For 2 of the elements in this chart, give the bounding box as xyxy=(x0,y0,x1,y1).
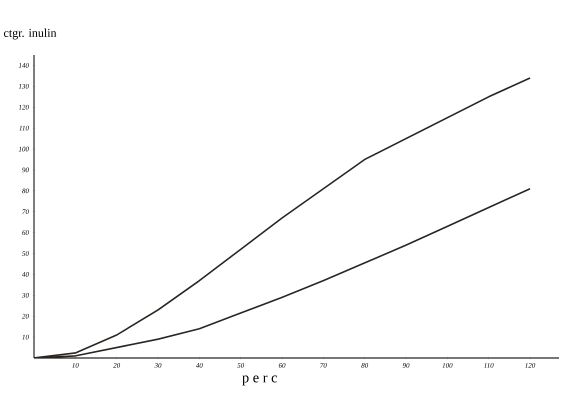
y-axis-title: ctgr. inulin xyxy=(4,28,56,40)
x-axis-title: p e r c xyxy=(242,376,278,386)
